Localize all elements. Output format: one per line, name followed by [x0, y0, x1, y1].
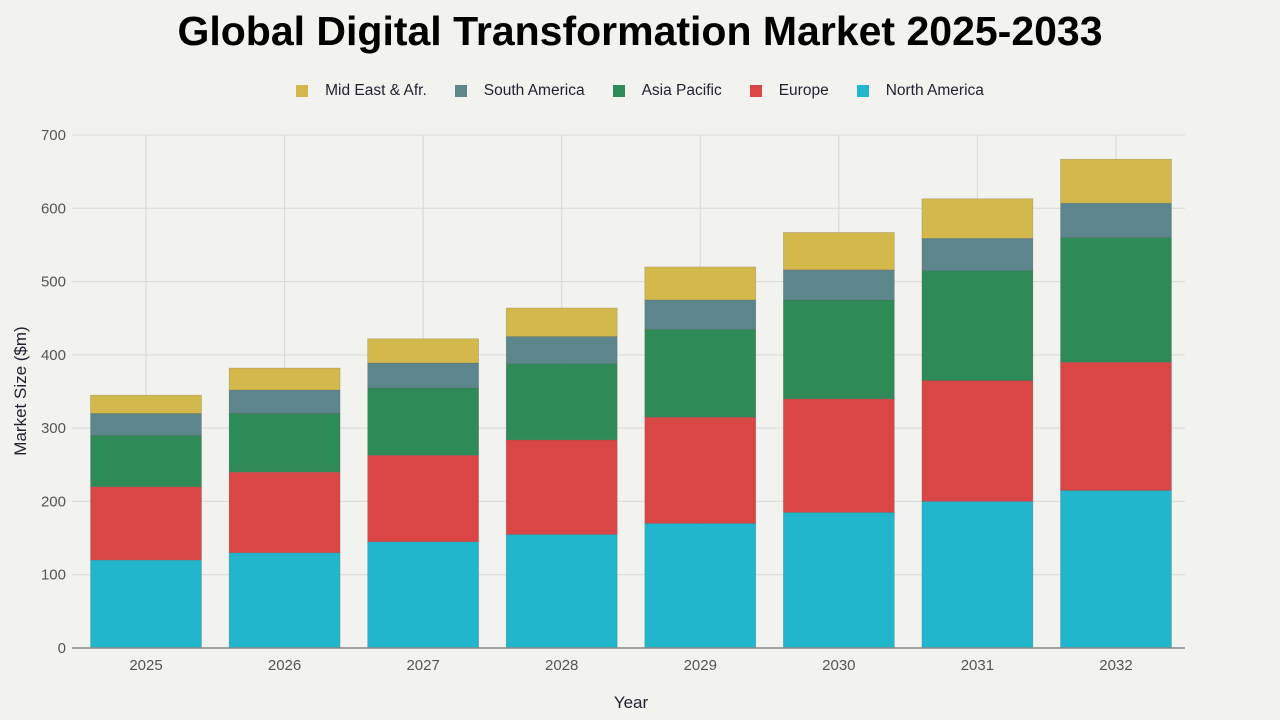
legend-label: Europe	[778, 82, 829, 99]
y-tick-label: 200	[41, 493, 66, 510]
y-tick-label: 700	[41, 127, 66, 144]
bar-segment	[228, 413, 341, 473]
chart-title: Global Digital Transformation Market 202…	[177, 8, 1103, 54]
bar-segment	[1060, 361, 1172, 491]
bar-segment	[228, 552, 341, 649]
x-tick-label: 2027	[406, 657, 439, 674]
y-tick-label: 100	[41, 567, 66, 584]
bar-segment	[90, 435, 202, 488]
legend-item[interactable]: South America	[454, 82, 585, 100]
legend-label: South America	[483, 82, 585, 99]
bar-segment	[1060, 202, 1172, 238]
legend-label: Asia Pacific	[641, 82, 722, 99]
y-axis-label: Market Size ($m)	[11, 326, 30, 455]
bar-segment	[921, 270, 1034, 381]
bar-segment	[367, 387, 479, 456]
bar-segment	[367, 338, 479, 364]
bar-segment	[1060, 490, 1172, 649]
bar-segment	[921, 501, 1034, 649]
bar-segment	[783, 512, 895, 649]
x-tick-label: 2030	[822, 657, 855, 674]
bar-segment	[228, 389, 341, 414]
bar-segment	[644, 299, 757, 330]
x-tick-label: 2028	[545, 657, 578, 674]
x-tick-label: 2032	[1099, 657, 1132, 674]
bar-segment	[644, 328, 757, 418]
legend-swatch	[856, 85, 869, 97]
y-tick-label: 400	[41, 347, 66, 364]
bar-segment	[367, 454, 479, 543]
bar-segment	[228, 471, 341, 554]
legend: Mid East & Afr. South America Asia Pacific…	[0, 82, 1280, 100]
bar-segment	[644, 523, 757, 649]
bar-segment	[367, 362, 479, 389]
bar-segment	[367, 541, 479, 649]
legend-item[interactable]: Asia Pacific	[612, 82, 722, 100]
legend-swatch	[454, 85, 467, 97]
y-tick-label: 0	[58, 640, 66, 657]
legend-item[interactable]: Mid East & Afr.	[296, 82, 427, 100]
bar-segment	[90, 559, 202, 649]
legend-swatch	[749, 85, 762, 97]
legend-item[interactable]: North America	[856, 82, 984, 100]
bar-segment	[1060, 237, 1172, 363]
bar-segment	[505, 439, 618, 535]
bar-segment	[783, 232, 895, 271]
bar-segment	[505, 307, 618, 337]
bar-segment	[505, 534, 618, 649]
y-tick-label: 600	[41, 200, 66, 217]
x-tick-label: 2026	[268, 657, 301, 674]
bar-segment	[1060, 158, 1172, 204]
bar-segment	[90, 486, 202, 561]
x-axis-label: Year	[614, 693, 649, 712]
bar-segment	[921, 380, 1034, 502]
bar-segment	[505, 336, 618, 364]
bar-segment	[644, 266, 757, 301]
x-tick-label: 2031	[961, 657, 994, 674]
bar-segment	[90, 394, 202, 414]
bar-segment	[783, 269, 895, 301]
bar-segment	[644, 416, 757, 524]
bar-segment	[783, 398, 895, 513]
bar-segment	[783, 299, 895, 400]
legend-label: North America	[885, 82, 984, 99]
legend-label: Mid East & Afr.	[325, 82, 427, 99]
y-tick-label: 500	[41, 274, 66, 291]
y-tick-label: 300	[41, 420, 66, 437]
legend-swatch	[296, 85, 309, 97]
x-tick-label: 2029	[684, 657, 717, 674]
bar-segment	[228, 367, 341, 391]
x-tick-label: 2025	[129, 657, 162, 674]
bar-segment	[921, 198, 1034, 239]
bar-segment	[921, 238, 1034, 271]
bar-segment	[505, 363, 618, 441]
legend-item[interactable]: Europe	[749, 82, 829, 100]
legend-swatch	[612, 85, 625, 97]
bar-segment	[90, 413, 202, 436]
